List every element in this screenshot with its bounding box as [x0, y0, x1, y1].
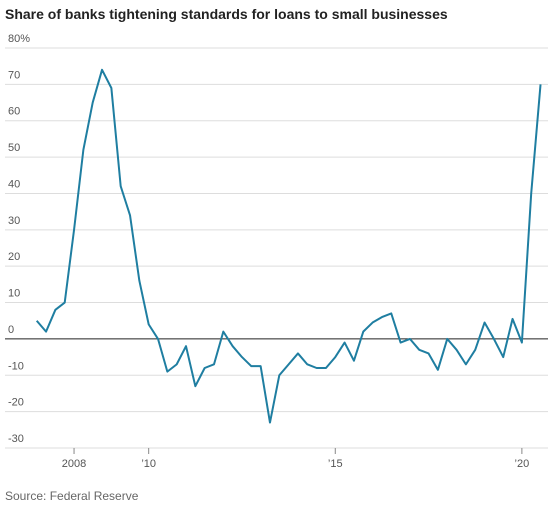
y-tick-label: 30 [8, 215, 20, 227]
y-tick-label: 80% [8, 33, 30, 45]
y-tick-label: 40 [8, 178, 20, 190]
y-tick-label: 0 [8, 324, 14, 336]
y-tick-label: 20 [8, 251, 20, 263]
y-tick-label: -30 [8, 433, 24, 445]
y-tick-label: -10 [8, 360, 24, 372]
x-tick-label: ’20 [515, 458, 530, 470]
y-tick-label: 10 [8, 288, 20, 300]
x-tick-label: 2008 [62, 458, 86, 470]
x-tick-label: ’15 [328, 458, 343, 470]
source: Source: Federal Reserve [5, 489, 139, 503]
y-tick-label: 70 [8, 69, 20, 81]
x-tick-label: ’10 [141, 458, 156, 470]
data-line [35, 68, 542, 424]
y-tick-label: 60 [8, 106, 20, 118]
y-tick-label: 50 [8, 142, 20, 154]
y-tick-label: -20 [8, 397, 24, 409]
chart-title: Share of banks tightening standards for … [5, 6, 448, 22]
